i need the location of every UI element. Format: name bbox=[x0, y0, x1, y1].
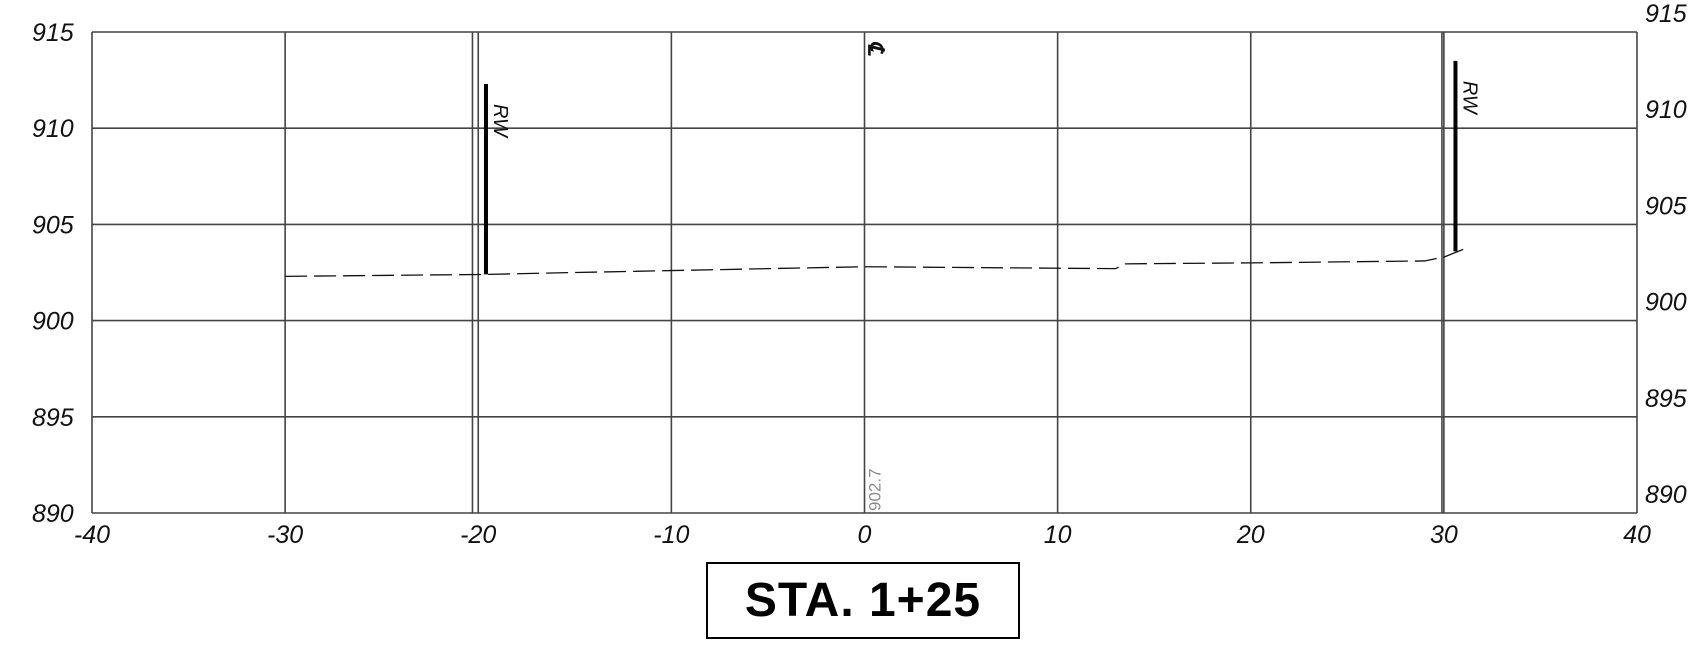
y-tick-label-left: 890 bbox=[32, 500, 74, 528]
y-tick-label-right: 915 bbox=[1645, 0, 1687, 28]
y-tick-label-right: 910 bbox=[1645, 96, 1687, 124]
cross-section-chart: RW RW ℄ 902.7 -40 -30 -20 -10 0 10 20 30 40 890 895 90… bbox=[32, 0, 1687, 549]
y-tick-label-left: 915 bbox=[32, 19, 74, 47]
y-tick-label-left: 900 bbox=[32, 308, 74, 336]
y-tick-label-right: 890 bbox=[1645, 481, 1687, 509]
ground-profile-line bbox=[285, 248, 1464, 277]
y-tick-label-left: 895 bbox=[32, 404, 74, 432]
station-label-box: STA. 1+25 bbox=[706, 562, 1020, 639]
y-tick-label-left: 910 bbox=[32, 115, 74, 143]
centerline-elevation-label: 902.7 bbox=[866, 468, 885, 511]
y-tick-label-left: 905 bbox=[32, 211, 74, 239]
x-tick-label: 40 bbox=[1623, 521, 1651, 549]
x-tick-label: 20 bbox=[1236, 521, 1265, 549]
station-label: STA. 1+25 bbox=[744, 574, 982, 627]
right-of-way-label: RW bbox=[489, 104, 511, 139]
x-tick-label: 10 bbox=[1044, 521, 1072, 549]
x-tick-label: -30 bbox=[267, 521, 303, 549]
y-tick-label-right: 895 bbox=[1645, 385, 1687, 413]
x-tick-label: 0 bbox=[858, 521, 872, 549]
right-of-way-markers: RW RW bbox=[483, 60, 1480, 275]
ground-profile bbox=[285, 248, 1464, 277]
x-tick-label: -10 bbox=[653, 521, 689, 549]
x-tick-label: 30 bbox=[1430, 521, 1458, 549]
right-of-way-label: RW bbox=[1458, 81, 1480, 116]
y-tick-label-right: 905 bbox=[1645, 192, 1687, 220]
tick-labels: ℄ 902.7 -40 -30 -20 -10 0 10 20 30 40 890 895 900 905 9… bbox=[32, 0, 1687, 549]
x-tick-label: -40 bbox=[74, 521, 110, 549]
x-tick-label: -20 bbox=[460, 521, 496, 549]
y-tick-label-right: 900 bbox=[1645, 289, 1687, 317]
grid-lines bbox=[91, 31, 1638, 514]
centerline-symbol: ℄ bbox=[864, 41, 889, 56]
